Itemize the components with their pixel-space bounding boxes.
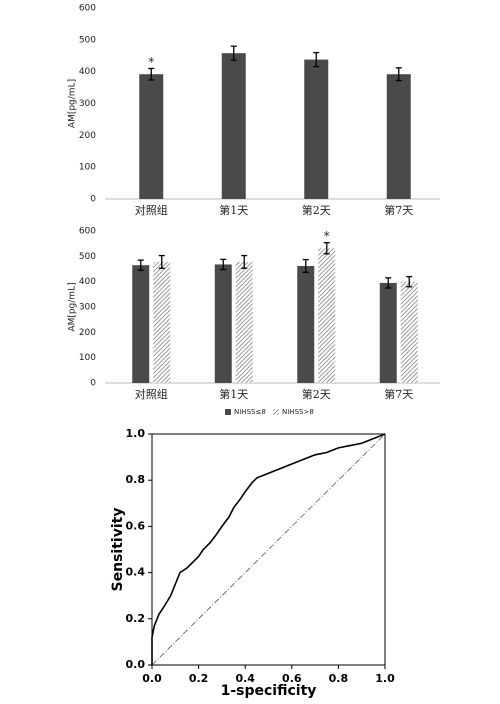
x-tick-label: 0.2 bbox=[189, 672, 209, 685]
y-tick-label: 0.4 bbox=[126, 566, 146, 579]
x-tick-label: 1.0 bbox=[375, 672, 395, 685]
y-tick-label: 0 bbox=[90, 195, 96, 205]
significance-mark: * bbox=[324, 229, 330, 243]
x-tick-label: 第7天 bbox=[384, 203, 413, 217]
y-axis-label: AM[pg/mL] bbox=[68, 79, 78, 128]
x-tick-label: 第2天 bbox=[302, 387, 331, 401]
x-tick-label: 对照组 bbox=[135, 203, 168, 217]
x-tick-label: 0.4 bbox=[235, 672, 255, 685]
y-tick-label: 0.0 bbox=[126, 658, 146, 671]
y-tick-label: 300 bbox=[79, 99, 96, 109]
roc-curve bbox=[151, 433, 386, 665]
y-axis-label: Sensitivity bbox=[110, 508, 126, 592]
y-tick-label: 0.8 bbox=[126, 473, 146, 486]
x-tick-label: 第7天 bbox=[384, 387, 413, 401]
y-tick-label: 200 bbox=[79, 328, 96, 338]
bar bbox=[132, 265, 150, 383]
x-tick-label: 第2天 bbox=[302, 203, 331, 217]
y-tick-label: 100 bbox=[79, 163, 96, 173]
plot-frame bbox=[151, 433, 386, 666]
significance-mark: * bbox=[148, 55, 154, 69]
bar bbox=[379, 282, 397, 383]
bar bbox=[297, 265, 315, 383]
y-tick-label: 100 bbox=[79, 353, 96, 363]
x-tick-label: 对照组 bbox=[135, 387, 168, 401]
bar bbox=[304, 59, 329, 199]
legend-label: NIHSS>8 bbox=[282, 408, 314, 416]
legend-swatch bbox=[273, 409, 279, 415]
y-tick-label: 0 bbox=[90, 379, 96, 389]
y-tick-label: 600 bbox=[79, 4, 96, 14]
y-tick-label: 400 bbox=[79, 67, 96, 77]
bar bbox=[153, 261, 171, 383]
x-tick-label: 第1天 bbox=[219, 203, 248, 217]
y-tick-label: 600 bbox=[79, 227, 96, 237]
bar bbox=[139, 74, 164, 199]
y-tick-label: 0.6 bbox=[126, 519, 146, 532]
x-tick-label: 0.8 bbox=[329, 672, 349, 685]
y-tick-label: 300 bbox=[79, 303, 96, 313]
y-tick-label: 500 bbox=[79, 252, 96, 262]
bar bbox=[400, 281, 418, 383]
bar bbox=[386, 74, 411, 199]
legend-swatch bbox=[225, 409, 231, 415]
bar bbox=[235, 261, 253, 383]
x-tick-label: 0.6 bbox=[282, 672, 302, 685]
bar bbox=[221, 53, 246, 199]
x-tick-label: 0.0 bbox=[142, 672, 162, 685]
y-tick-label: 400 bbox=[79, 277, 96, 287]
y-tick-label: 1.0 bbox=[126, 427, 146, 440]
x-axis-label: 1-specificity bbox=[221, 683, 317, 699]
legend-label: NIHSS≤8 bbox=[234, 408, 266, 416]
y-tick-label: 500 bbox=[79, 35, 96, 45]
x-tick-label: 第1天 bbox=[219, 387, 248, 401]
reference-line bbox=[151, 433, 386, 666]
bar bbox=[318, 248, 336, 383]
y-axis-label: AM[pg/mL] bbox=[68, 282, 78, 331]
y-tick-label: 200 bbox=[79, 131, 96, 141]
bar bbox=[214, 264, 232, 383]
y-tick-label: 0.2 bbox=[126, 612, 146, 625]
